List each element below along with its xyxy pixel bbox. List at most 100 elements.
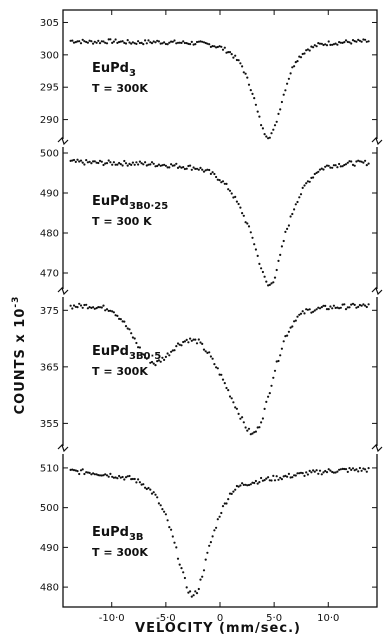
data-point bbox=[358, 466, 361, 470]
panel-temperature-label: T = 300K bbox=[92, 365, 148, 378]
data-point bbox=[265, 400, 268, 403]
data-point bbox=[211, 535, 214, 538]
data-point bbox=[331, 470, 334, 474]
data-point bbox=[235, 58, 238, 62]
data-point bbox=[232, 401, 235, 404]
data-point bbox=[147, 163, 150, 166]
data-point bbox=[164, 513, 167, 516]
data-point bbox=[152, 162, 155, 165]
data-point bbox=[254, 248, 257, 251]
data-point bbox=[324, 469, 327, 473]
data-point bbox=[161, 164, 164, 167]
data-point bbox=[161, 508, 164, 511]
data-point bbox=[308, 469, 311, 472]
data-point bbox=[135, 481, 138, 484]
data-point bbox=[182, 40, 185, 43]
data-point bbox=[69, 39, 72, 42]
data-point bbox=[149, 488, 152, 491]
data-point bbox=[289, 72, 292, 75]
y-tick-label: 500 bbox=[40, 503, 59, 514]
data-point bbox=[221, 180, 225, 183]
data-point bbox=[123, 159, 126, 163]
data-point bbox=[360, 469, 363, 472]
data-point bbox=[258, 115, 261, 118]
data-point bbox=[175, 162, 178, 165]
data-point bbox=[116, 41, 119, 45]
data-point bbox=[202, 41, 206, 44]
data-point bbox=[112, 40, 115, 43]
data-point bbox=[102, 474, 105, 477]
data-point bbox=[282, 475, 285, 478]
data-point bbox=[294, 61, 297, 64]
data-point bbox=[325, 164, 329, 167]
data-point bbox=[144, 356, 147, 359]
y-tick-label: 375 bbox=[40, 306, 59, 317]
data-point bbox=[72, 469, 76, 472]
data-point bbox=[315, 171, 318, 174]
data-point bbox=[123, 478, 126, 481]
data-point bbox=[121, 164, 124, 167]
data-point bbox=[246, 76, 249, 79]
data-point bbox=[173, 349, 176, 352]
data-point bbox=[74, 305, 77, 308]
data-point bbox=[97, 474, 100, 477]
data-point bbox=[272, 376, 275, 379]
data-point bbox=[147, 356, 150, 359]
data-point bbox=[69, 159, 72, 162]
data-point bbox=[327, 164, 330, 167]
data-point bbox=[173, 541, 176, 544]
data-point bbox=[355, 40, 358, 43]
data-point bbox=[142, 163, 145, 166]
data-point bbox=[121, 40, 124, 43]
data-point bbox=[322, 43, 325, 47]
data-point bbox=[227, 51, 230, 54]
data-point bbox=[306, 473, 309, 476]
data-point bbox=[346, 161, 349, 164]
data-point bbox=[348, 467, 351, 470]
data-point bbox=[301, 186, 304, 189]
data-point bbox=[293, 65, 296, 68]
data-point bbox=[303, 184, 306, 187]
data-point bbox=[173, 164, 176, 167]
data-point bbox=[225, 51, 228, 54]
data-point bbox=[88, 39, 91, 42]
data-point bbox=[152, 40, 155, 43]
data-point bbox=[247, 83, 251, 86]
y-tick-label: 500 bbox=[40, 149, 59, 160]
data-point bbox=[98, 42, 102, 45]
data-point bbox=[109, 161, 112, 164]
data-point bbox=[71, 159, 74, 162]
data-point bbox=[277, 112, 280, 115]
y-tick-label: 480 bbox=[40, 583, 59, 594]
y-tick-label: 480 bbox=[40, 229, 59, 240]
data-point bbox=[267, 476, 270, 479]
data-point bbox=[346, 40, 349, 44]
data-point bbox=[204, 350, 207, 353]
data-point bbox=[144, 39, 147, 42]
data-point bbox=[69, 304, 72, 307]
axis-break-gap bbox=[58, 139, 68, 147]
data-point bbox=[249, 231, 252, 234]
data-point bbox=[102, 163, 105, 167]
data-point bbox=[182, 166, 185, 169]
data-point bbox=[142, 483, 145, 486]
data-point bbox=[72, 41, 76, 44]
data-point bbox=[112, 476, 115, 479]
data-point bbox=[298, 196, 301, 199]
data-point bbox=[261, 270, 264, 274]
data-point bbox=[131, 161, 134, 164]
data-point bbox=[163, 163, 166, 166]
data-point bbox=[282, 340, 285, 343]
data-point bbox=[230, 192, 233, 195]
data-point bbox=[246, 429, 249, 432]
data-point bbox=[351, 302, 355, 305]
data-point bbox=[185, 42, 188, 45]
data-point bbox=[195, 167, 199, 170]
data-point bbox=[279, 354, 282, 357]
data-point bbox=[180, 567, 183, 570]
data-point bbox=[291, 476, 294, 479]
data-point bbox=[305, 308, 308, 311]
data-point bbox=[124, 325, 128, 328]
data-point bbox=[83, 40, 86, 43]
data-point bbox=[118, 40, 121, 44]
